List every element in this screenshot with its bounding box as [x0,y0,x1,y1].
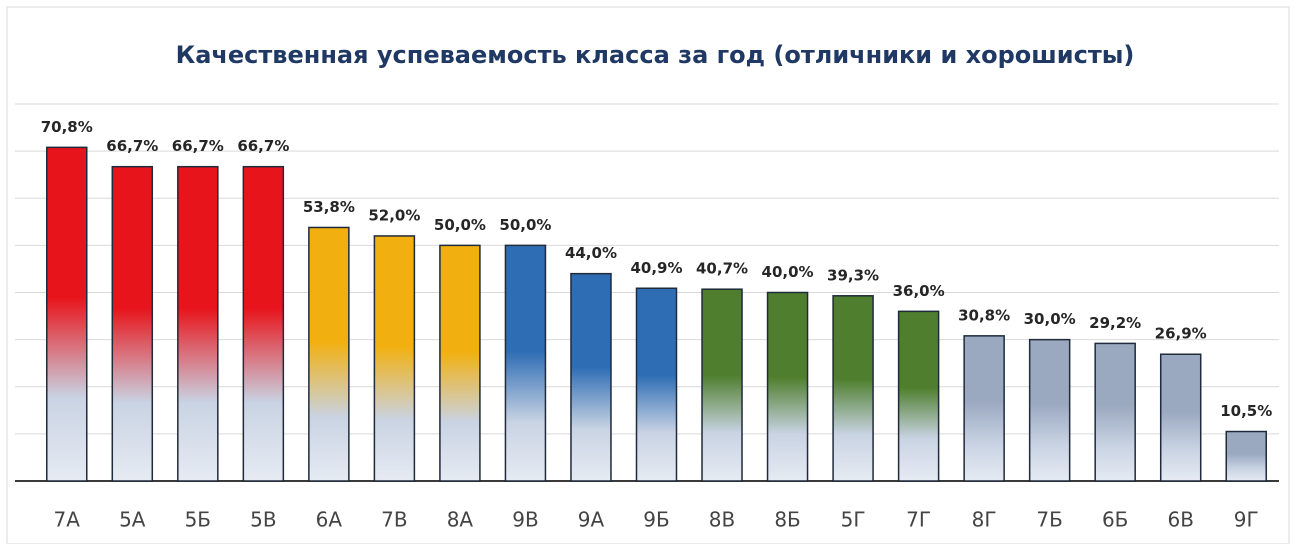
x-tick-label: 6А [316,508,343,532]
data-label: 52,0% [368,206,420,224]
bar [504,244,547,482]
bar [701,288,743,482]
x-tick-label: 9Б [643,508,669,532]
x-tick-label: 5Б [185,508,211,532]
x-tick-label: 5Г [841,508,866,532]
data-label: 30,8% [958,306,1010,324]
bar [46,146,88,482]
bar [373,235,416,482]
data-label: 70,8% [41,118,93,136]
x-tick-label: 9В [512,508,538,532]
bar [1159,353,1202,482]
data-label: 40,7% [696,260,748,278]
x-tick-label: 7А [54,508,81,532]
bar [963,335,1005,482]
data-label: 36,0% [893,282,945,300]
x-tick-label: 8В [709,508,735,532]
data-label: 66,7% [106,137,158,155]
data-label: 29,2% [1089,314,1141,332]
x-tick-label: 8Б [774,508,800,532]
bar [242,165,285,482]
x-tick-label: 7Г [906,508,931,532]
data-label: 53,8% [303,198,355,216]
bar [439,244,481,482]
data-label: 26,9% [1155,325,1207,343]
bar [1028,338,1071,482]
data-label: 66,7% [237,137,289,155]
x-tick-label: 7В [381,508,407,532]
x-tick-label: 6В [1167,508,1193,532]
data-label: 40,9% [630,259,682,277]
x-tick-label: 5В [250,508,276,532]
data-label: 44,0% [565,244,617,262]
x-tick-label: 6Б [1102,508,1128,532]
bar [177,165,219,482]
x-tick-label: 7Б [1036,508,1062,532]
chart-title: Качественная успеваемость класса за год … [176,41,1135,69]
data-label: 66,7% [172,137,224,155]
bar [1094,342,1136,482]
data-label: 10,5% [1220,402,1272,420]
x-tick-label: 5А [119,508,146,532]
data-label: 39,3% [827,266,879,284]
bar [111,165,154,482]
x-tick-label: 9А [578,508,605,532]
bar [832,295,874,482]
x-tick-label: 8А [447,508,474,532]
data-label: 30,0% [1024,310,1076,328]
bar [766,291,809,482]
data-label: 40,0% [762,263,814,281]
bar [570,272,612,482]
bar [1225,430,1267,482]
data-label: 50,0% [499,216,551,234]
x-tick-label: 8Г [972,508,997,532]
data-label: 50,0% [434,216,486,234]
bar [308,226,350,482]
bar [635,287,678,482]
bar [897,310,940,482]
x-tick-label: 9Г [1234,508,1259,532]
